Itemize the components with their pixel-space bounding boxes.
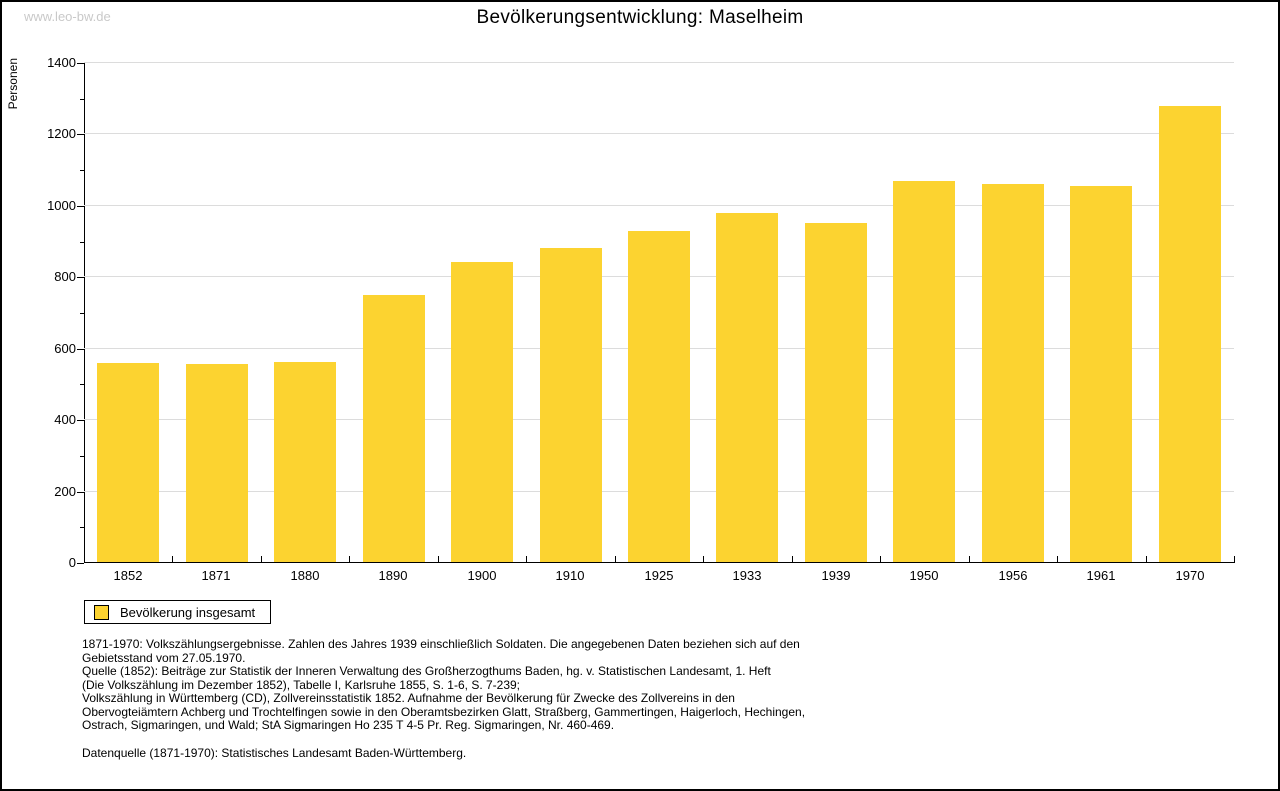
y-tick-500 bbox=[80, 384, 84, 386]
x-tick-label-1961: 1961 bbox=[1086, 568, 1116, 583]
x-tick-label-1900: 1900 bbox=[467, 568, 497, 583]
footnote-line: Gebietsstand vom 27.05.1970. bbox=[82, 650, 246, 665]
legend-swatch-icon bbox=[94, 604, 109, 620]
y-tick-300 bbox=[80, 455, 84, 457]
footnote-line: Obervogteiämtern Achberg und Trochtelfin… bbox=[82, 704, 806, 719]
y-tick-1200 bbox=[77, 134, 84, 136]
bar-1871 bbox=[186, 364, 248, 562]
y-tick-100 bbox=[80, 527, 84, 529]
bar-1852 bbox=[97, 363, 159, 562]
x-boundary-tick bbox=[526, 556, 527, 563]
plot-area: 0 200 400 600 800 1000 1200 1400 1852 1871 1880 189… bbox=[47, 55, 1235, 583]
legend: Bevölkerung insgesamt bbox=[84, 600, 272, 624]
x-tick-label-1970: 1970 bbox=[1175, 568, 1205, 583]
bar-1939 bbox=[805, 223, 867, 562]
x-boundary-tick bbox=[261, 556, 262, 563]
y-tick-label-400: 400 bbox=[54, 412, 76, 428]
x-boundary-tick bbox=[1234, 556, 1235, 563]
footnotes: 1871-1970: Volkszählungsergebnisse. Zahl… bbox=[82, 637, 806, 760]
footnote-line: Volkszählung in Württemberg (CD), Zollve… bbox=[82, 691, 735, 705]
y-tick-label-200: 200 bbox=[54, 483, 76, 499]
x-boundary-tick bbox=[615, 556, 616, 563]
x-boundary-tick bbox=[1057, 556, 1058, 563]
footnote-line: Quelle (1852): Beiträge zur Statistik de… bbox=[82, 664, 771, 678]
bar-1900 bbox=[451, 262, 513, 562]
gridline-1200 bbox=[84, 133, 1234, 135]
datasource-note: Datenquelle (1871-1970): Statistisches L… bbox=[82, 745, 467, 760]
x-boundary-tick bbox=[969, 556, 970, 563]
x-boundary-tick bbox=[438, 556, 439, 563]
y-axis-line bbox=[84, 63, 85, 563]
y-tick-label-0: 0 bbox=[68, 555, 76, 570]
y-tick-800 bbox=[77, 277, 84, 279]
chart-title: Bevölkerungsentwicklung: Maselheim bbox=[476, 7, 804, 28]
gridline-1000 bbox=[84, 204, 1234, 206]
y-tick-400 bbox=[77, 420, 84, 422]
bar-1880 bbox=[274, 362, 336, 562]
y-tick-600 bbox=[77, 348, 84, 350]
x-boundary-tick bbox=[1146, 556, 1147, 563]
bar-1961 bbox=[1070, 186, 1132, 562]
y-tick-1400 bbox=[77, 63, 84, 64]
footnote-line: 1871-1970: Volkszählungsergebnisse. Zahl… bbox=[82, 637, 800, 651]
x-boundary-tick bbox=[84, 556, 85, 563]
x-boundary-tick bbox=[172, 556, 173, 563]
y-tick-label-1200: 1200 bbox=[47, 126, 76, 142]
x-tick-label-1925: 1925 bbox=[644, 568, 674, 583]
y-tick-1100 bbox=[80, 170, 84, 172]
bar-1910 bbox=[540, 248, 602, 562]
x-tick-label-1890: 1890 bbox=[378, 568, 408, 583]
x-tick-label-1880: 1880 bbox=[290, 568, 320, 583]
x-boundary-tick bbox=[792, 556, 793, 563]
y-tick-0 bbox=[77, 563, 84, 564]
x-boundary-tick bbox=[880, 556, 881, 563]
y-tick-label-800: 800 bbox=[54, 269, 76, 285]
y-tick-1300 bbox=[80, 98, 84, 100]
x-tick-label-1933: 1933 bbox=[732, 568, 762, 583]
y-tick-label-600: 600 bbox=[54, 340, 76, 356]
bar-1925 bbox=[628, 231, 690, 562]
x-boundary-tick bbox=[349, 556, 350, 563]
y-tick-200 bbox=[77, 491, 84, 493]
y-tick-900 bbox=[80, 241, 84, 243]
x-tick-label-1852: 1852 bbox=[113, 568, 143, 583]
x-boundary-tick bbox=[703, 556, 704, 563]
legend-label: Bevölkerung insgesamt bbox=[120, 604, 256, 620]
x-tick-label-1871: 1871 bbox=[201, 568, 231, 583]
bar-1950 bbox=[893, 181, 955, 562]
y-tick-label-1000: 1000 bbox=[47, 197, 76, 213]
x-tick-label-1950: 1950 bbox=[909, 568, 939, 583]
y-tick-700 bbox=[80, 313, 84, 314]
bar-1890 bbox=[363, 295, 425, 562]
gridline-1400 bbox=[84, 62, 1234, 63]
x-tick-label-1910: 1910 bbox=[555, 568, 585, 583]
footnote-line: (Die Volkszählung im Dezember 1852), Tab… bbox=[82, 677, 521, 692]
y-tick-1000 bbox=[77, 205, 84, 207]
bar-1956 bbox=[982, 184, 1044, 562]
bar-1933 bbox=[716, 213, 778, 562]
y-tick-label-1400: 1400 bbox=[47, 55, 76, 70]
watermark: www.leo-bw.de bbox=[24, 9, 111, 24]
footnote-line: Ostrach, Sigmaringen, und Wald; StA Sigm… bbox=[82, 718, 615, 732]
bar-1970 bbox=[1159, 106, 1221, 562]
x-axis-line bbox=[84, 562, 1234, 563]
x-tick-label-1939: 1939 bbox=[821, 568, 851, 583]
x-tick-label-1956: 1956 bbox=[998, 568, 1028, 583]
y-axis-title: Personen bbox=[6, 58, 20, 110]
